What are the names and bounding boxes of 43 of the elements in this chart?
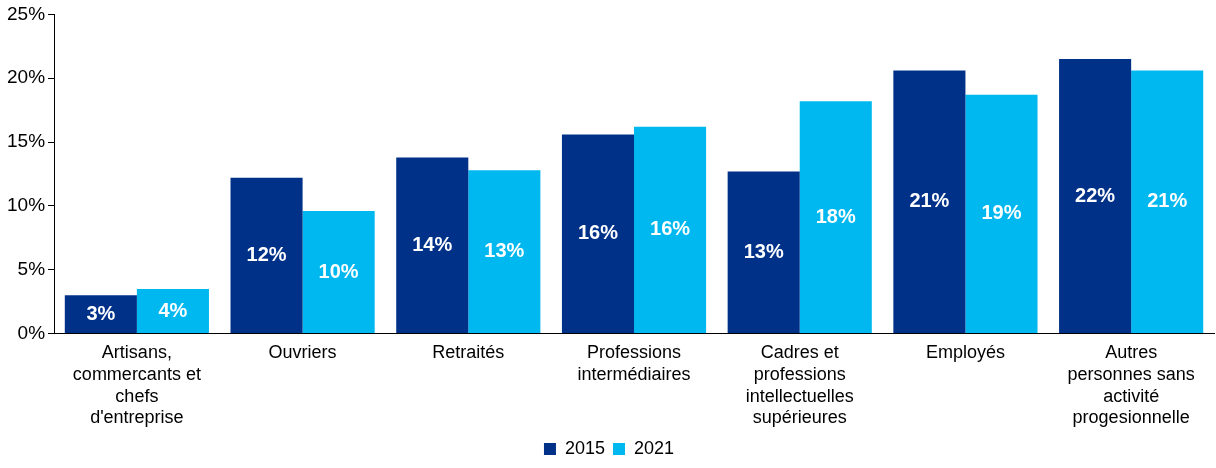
data-label: 21% — [909, 189, 950, 212]
data-label: 12% — [246, 242, 287, 265]
bar — [1059, 59, 1132, 334]
bar — [634, 126, 707, 334]
bar — [302, 211, 375, 334]
bar — [64, 295, 137, 334]
x-tick-label: Ouvriers — [268, 342, 337, 363]
y-tick-label: 5% — [17, 257, 46, 279]
x-tick-label: Employés — [925, 342, 1005, 363]
bar — [561, 134, 635, 334]
data-label: 4% — [158, 298, 188, 321]
data-label: 13% — [743, 239, 784, 262]
data-label: 14% — [412, 232, 453, 255]
bar — [396, 157, 469, 334]
bar — [727, 171, 800, 334]
data-label: 19% — [981, 201, 1022, 224]
bar — [468, 170, 541, 334]
y-tick-label: 15% — [7, 130, 46, 152]
bar — [1131, 70, 1204, 334]
legend-label: 2021 — [634, 437, 675, 458]
bar — [136, 288, 209, 334]
x-tick-label: Artisans, commercants et chefs d'entreprise — [72, 342, 201, 428]
y-tick-label: 20% — [7, 66, 46, 88]
bar — [893, 70, 966, 334]
legend-label: 2015 — [564, 437, 605, 458]
x-tick-label: Cadres et professions intellectuelles supérieures — [745, 342, 854, 428]
data-label: 16% — [650, 217, 691, 240]
y-tick-label: 0% — [17, 321, 46, 343]
data-label: 3% — [86, 301, 116, 324]
data-label: 18% — [815, 204, 856, 227]
bar — [799, 101, 872, 334]
bar — [965, 94, 1038, 334]
data-label: 16% — [577, 221, 619, 244]
data-label: 10% — [318, 259, 359, 282]
y-tick-label: 25% — [7, 2, 46, 24]
data-label: 22% — [1075, 183, 1116, 206]
x-tick-label: Professions intermédiaires — [577, 342, 691, 384]
data-label: 13% — [484, 239, 525, 262]
x-tick-label: Retraités — [432, 342, 505, 363]
x-tick-label: Autres personnes sans activité progesionnelle — [1067, 342, 1195, 428]
y-tick-label: 10% — [7, 194, 46, 216]
data-label: 21% — [1147, 189, 1188, 212]
bar — [230, 177, 303, 334]
